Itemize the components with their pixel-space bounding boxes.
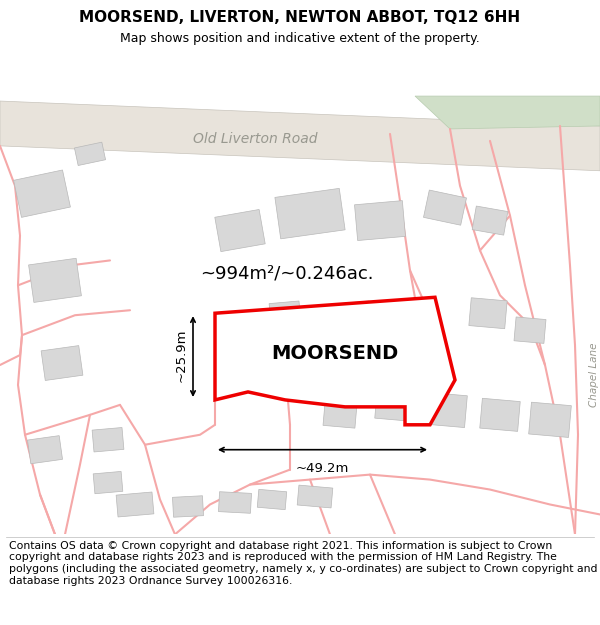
Text: MOORSEND: MOORSEND: [271, 344, 398, 362]
Polygon shape: [257, 489, 287, 509]
Polygon shape: [469, 298, 507, 329]
Text: Chapel Lane: Chapel Lane: [589, 342, 599, 408]
Polygon shape: [269, 301, 301, 326]
Polygon shape: [215, 209, 265, 252]
Text: Map shows position and indicative extent of the property.: Map shows position and indicative extent…: [120, 32, 480, 46]
Polygon shape: [297, 485, 333, 508]
Polygon shape: [529, 402, 571, 437]
Polygon shape: [14, 170, 70, 217]
Text: Contains OS data © Crown copyright and database right 2021. This information is : Contains OS data © Crown copyright and d…: [9, 541, 598, 586]
Polygon shape: [172, 496, 203, 518]
Polygon shape: [355, 201, 406, 241]
Polygon shape: [92, 428, 124, 452]
Polygon shape: [218, 492, 251, 513]
Polygon shape: [74, 142, 106, 166]
Polygon shape: [93, 471, 123, 494]
Polygon shape: [480, 398, 520, 431]
Polygon shape: [275, 188, 345, 239]
Polygon shape: [415, 96, 600, 129]
Polygon shape: [116, 492, 154, 517]
Polygon shape: [514, 317, 546, 343]
Text: ~994m²/~0.246ac.: ~994m²/~0.246ac.: [200, 264, 373, 282]
Polygon shape: [424, 190, 466, 225]
Polygon shape: [0, 101, 600, 171]
Polygon shape: [29, 258, 82, 302]
Polygon shape: [375, 388, 415, 421]
Polygon shape: [28, 436, 62, 464]
Text: ~25.9m: ~25.9m: [175, 328, 188, 382]
Polygon shape: [41, 346, 83, 381]
Polygon shape: [472, 206, 508, 235]
Polygon shape: [422, 392, 467, 428]
Polygon shape: [323, 401, 357, 428]
Polygon shape: [339, 301, 371, 326]
Text: MOORSEND, LIVERTON, NEWTON ABBOT, TQ12 6HH: MOORSEND, LIVERTON, NEWTON ABBOT, TQ12 6…: [79, 10, 521, 25]
Text: ~49.2m: ~49.2m: [295, 462, 349, 474]
Polygon shape: [215, 298, 455, 425]
Text: Old Liverton Road: Old Liverton Road: [193, 132, 317, 146]
